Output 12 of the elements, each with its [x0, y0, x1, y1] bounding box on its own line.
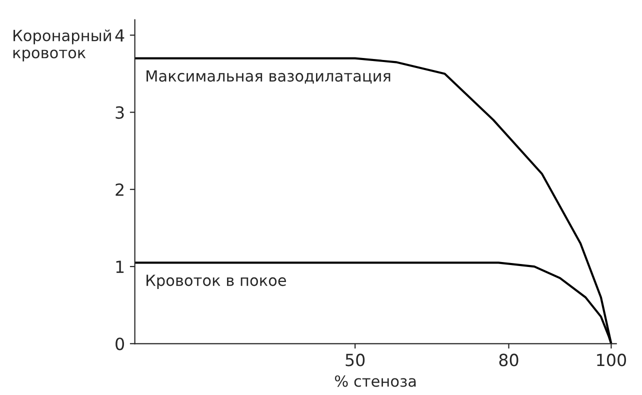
x-tick-label: 100 — [597, 354, 626, 366]
x-tick-label: 50 — [346, 354, 365, 366]
y-tick-label: 0 — [116, 338, 124, 350]
y-axis-title: Коронарный кровоток — [13, 30, 111, 62]
series-label: Кровоток в покое — [146, 274, 286, 290]
x-axis-title: % стеноза — [334, 375, 416, 387]
y-tick-label: 3 — [116, 106, 124, 119]
y-tick-label: 1 — [116, 260, 124, 273]
x-tick-label: 80 — [499, 354, 518, 366]
y-tick-label: 4 — [115, 29, 124, 42]
y-tick-label: 2 — [116, 183, 124, 196]
series-label: Максимальная вазодилатация — [146, 70, 390, 84]
